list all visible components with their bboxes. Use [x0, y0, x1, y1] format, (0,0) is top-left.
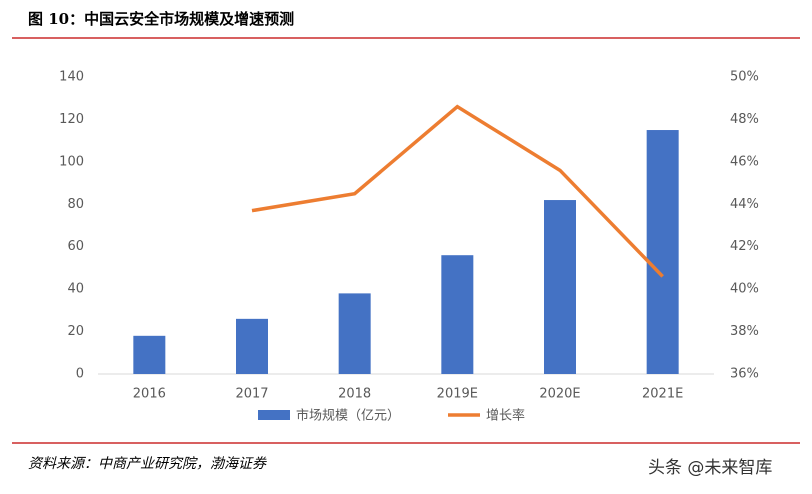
source: 资料来源：中商产业研究院，渤海证券 — [28, 456, 267, 472]
y2-tick-label: 48% — [730, 112, 759, 127]
y2-tick-label: 44% — [730, 197, 759, 212]
y-tick-label: 20 — [67, 324, 84, 339]
x-tick-label: 2019E — [437, 387, 478, 402]
x-tick-label: 2016 — [133, 387, 166, 402]
bar — [544, 200, 576, 374]
y-tick-label: 40 — [67, 282, 84, 297]
bar — [646, 130, 679, 374]
bar — [441, 255, 474, 374]
watermark: 头条 @未来智库 — [648, 458, 772, 478]
bar — [133, 335, 166, 374]
y-tick-label: 0 — [76, 367, 84, 382]
line — [251, 104, 664, 278]
y2-tick-label: 40% — [730, 282, 759, 297]
y-tick-label: 100 — [59, 154, 84, 169]
y2-tick-label: 38% — [730, 324, 759, 339]
x-tick-label: 2020E — [539, 387, 580, 402]
y2-tick-label: 46% — [730, 154, 759, 169]
bar — [338, 293, 371, 374]
legend-label: 增长率 — [486, 408, 525, 424]
y2-tick-label: 50% — [730, 70, 759, 85]
x-tick-label: 2018 — [338, 387, 371, 402]
x-tick-label: 2017 — [235, 387, 268, 402]
y-tick-label: 80 — [67, 197, 84, 212]
chart-title: 图 10：中国云安全市场规模及增速预测 — [28, 10, 294, 28]
y-tick-label: 120 — [59, 112, 84, 127]
y2-tick-label: 42% — [730, 239, 759, 254]
bar — [236, 318, 268, 374]
y-tick-label: 60 — [67, 239, 84, 254]
legend-swatch — [258, 410, 290, 420]
legend-label: 市场规模（亿元） — [296, 408, 400, 424]
y-tick-label: 140 — [59, 70, 84, 85]
x-tick-label: 2021E — [642, 387, 683, 402]
y2-tick-label: 36% — [730, 367, 759, 382]
